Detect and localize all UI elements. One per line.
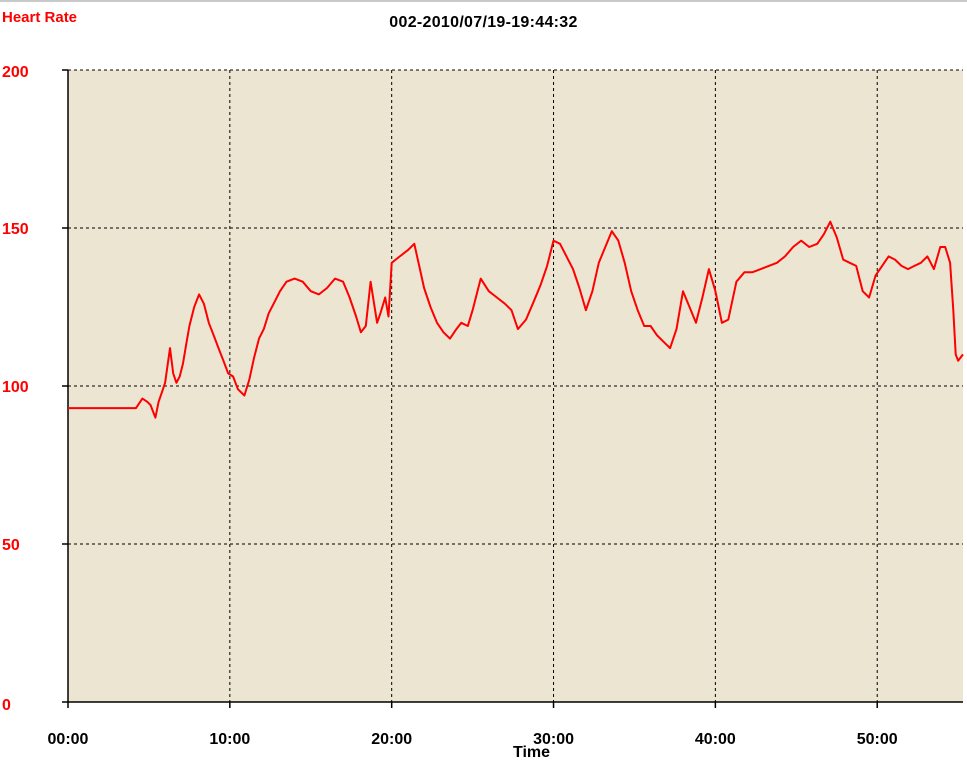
heart-rate-series-line: [68, 220, 964, 419]
x-tick-label: 30:00: [533, 731, 574, 748]
y-tick-label: 100: [2, 379, 29, 396]
x-tick-label: 40:00: [695, 731, 736, 748]
x-tick-label: 50:00: [857, 731, 898, 748]
top-border: [0, 0, 967, 2]
chart-title: 002-2010/07/19-19:44:32: [389, 14, 578, 31]
y-axis-label: Heart Rate: [2, 9, 78, 26]
x-tick-label: 10:00: [209, 731, 250, 748]
x-tick-label: 00:00: [48, 731, 89, 748]
grid-lines: [68, 69, 963, 702]
axes: [62, 69, 963, 708]
y-tick-label: 200: [2, 64, 29, 81]
y-tick-label: 50: [2, 537, 20, 554]
y-tick-label: 150: [2, 221, 29, 238]
x-tick-labels: 00:00 10:00 20:00 30:00 40:00 50:00: [48, 731, 898, 748]
x-tick-label: 20:00: [371, 731, 412, 748]
x-axis-label: Time: [513, 744, 551, 761]
y-tick-label: 0: [2, 697, 11, 714]
y-tick-labels: 0 50 100 150 200: [2, 64, 29, 714]
